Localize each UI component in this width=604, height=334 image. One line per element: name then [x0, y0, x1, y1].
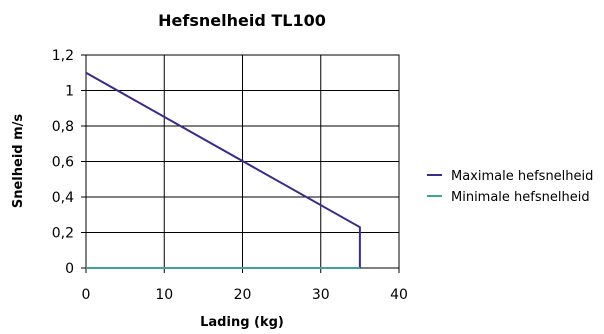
x-tick-label: 20: [234, 287, 252, 303]
x-tick-label: 10: [155, 287, 173, 303]
y-tick-label: 0,8: [52, 119, 74, 135]
legend-label-maximale-hefsnelheid: Maximale hefsnelheid: [451, 169, 593, 184]
y-tick-label: 1,2: [52, 48, 74, 64]
legend: Maximale hefsnelheid Minimale hefsnelhei…: [427, 169, 593, 205]
y-tick-label: 0,6: [52, 155, 74, 171]
tick-labels: 0 0,2 0,4 0,6 0,8 1 1,2 0 10 20 30 40: [52, 48, 408, 303]
series-lines: [85, 71, 361, 269]
x-tick-label: 40: [390, 287, 408, 303]
y-tick-label: 0,4: [52, 190, 74, 206]
x-tick-label: 30: [312, 287, 330, 303]
y-tick-label: 0: [65, 261, 74, 277]
grid: [81, 54, 400, 273]
series-line-maximale-hefsnelheid: [85, 71, 361, 268]
y-tick-label: 0,2: [52, 226, 74, 242]
y-tick-label: 1: [65, 84, 74, 100]
chart-title: Hefsnelheid TL100: [158, 11, 326, 30]
x-tick-label: 0: [82, 287, 91, 303]
legend-label-minimale-hefsnelheid: Minimale hefsnelheid: [451, 190, 590, 205]
x-axis-title: Lading (kg): [200, 315, 284, 330]
y-axis-title: Snelheid m/s: [11, 114, 26, 209]
